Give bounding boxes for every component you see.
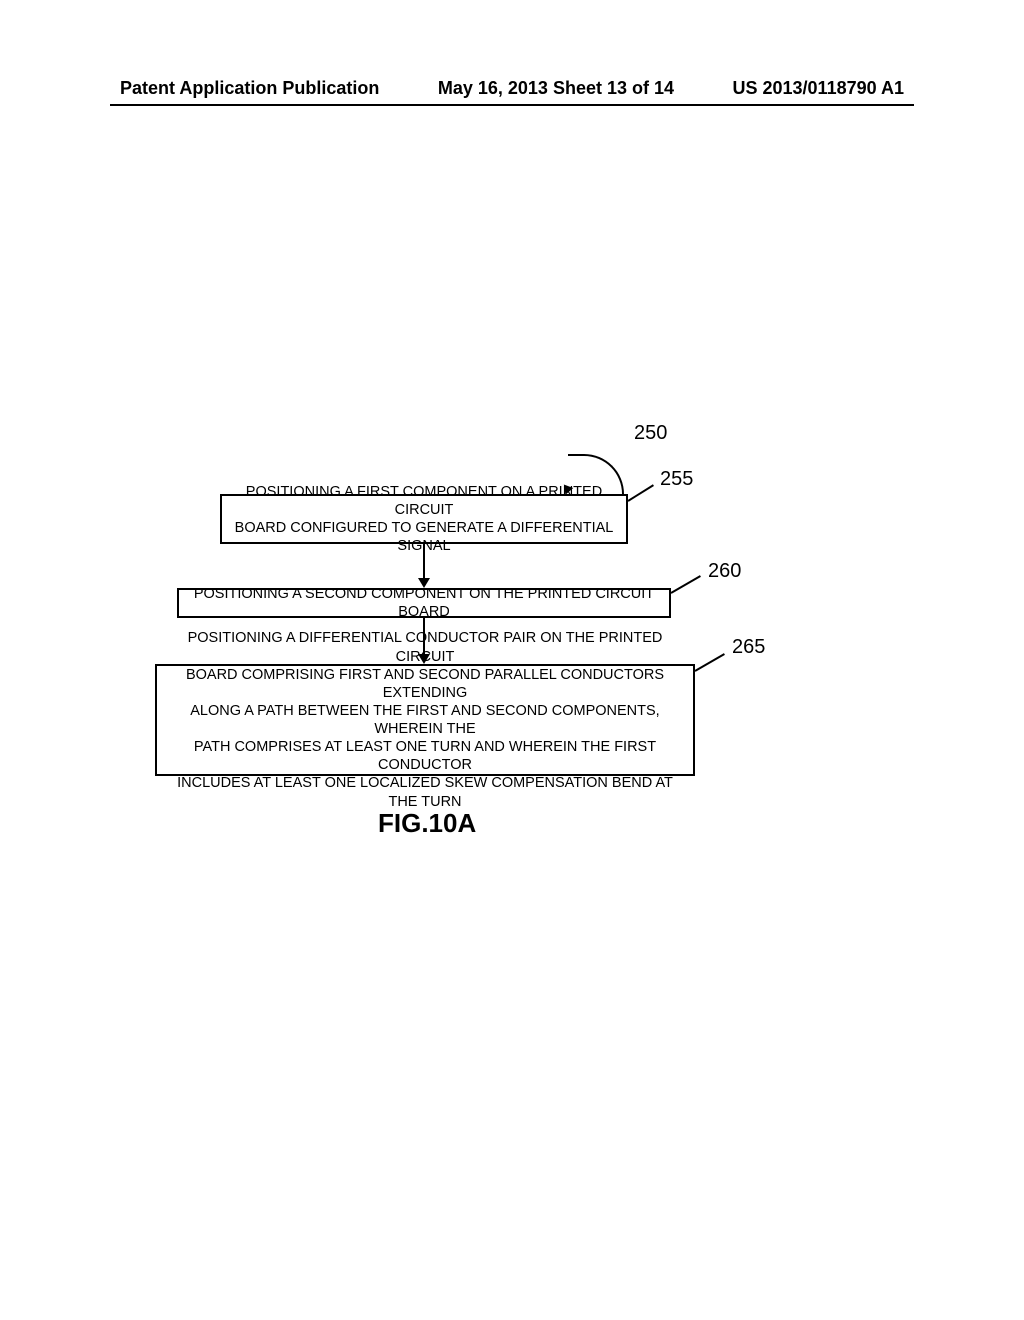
flow-box-260-line1: POSITIONING A SECOND COMPONENT ON THE PR… xyxy=(187,585,661,621)
header-divider xyxy=(110,104,914,106)
leader-260 xyxy=(671,575,701,594)
figure-caption: FIG.10A xyxy=(378,808,476,839)
ref-label-250: 250 xyxy=(634,422,667,445)
flow-box-265-line2: BOARD COMPRISING FIRST AND SECOND PARALL… xyxy=(165,666,685,702)
ref-label-255: 255 xyxy=(660,468,693,491)
flow-box-255-line1: POSITIONING A FIRST COMPONENT ON A PRINT… xyxy=(230,483,618,519)
leader-265 xyxy=(695,653,725,672)
flow-box-265: POSITIONING A DIFFERENTIAL CONDUCTOR PAI… xyxy=(155,664,695,776)
flow-box-255: POSITIONING A FIRST COMPONENT ON A PRINT… xyxy=(220,494,628,544)
arrow-255-260-stem xyxy=(423,544,425,580)
header-right: US 2013/0118790 A1 xyxy=(733,78,904,99)
header-mid: May 16, 2013 Sheet 13 of 14 xyxy=(438,78,674,99)
flow-box-265-line1: POSITIONING A DIFFERENTIAL CONDUCTOR PAI… xyxy=(165,629,685,665)
header-left: Patent Application Publication xyxy=(120,78,379,99)
flow-box-265-line3: ALONG A PATH BETWEEN THE FIRST AND SECON… xyxy=(165,702,685,738)
flow-box-265-line4: PATH COMPRISES AT LEAST ONE TURN AND WHE… xyxy=(165,738,685,774)
ref-label-265: 265 xyxy=(732,636,765,659)
flow-box-260: POSITIONING A SECOND COMPONENT ON THE PR… xyxy=(177,588,671,618)
page-header: Patent Application Publication May 16, 2… xyxy=(0,78,1024,99)
ref-label-260: 260 xyxy=(708,560,741,583)
leader-255 xyxy=(627,484,654,502)
page: Patent Application Publication May 16, 2… xyxy=(0,0,1024,1320)
flow-box-265-line5: INCLUDES AT LEAST ONE LOCALIZED SKEW COM… xyxy=(165,774,685,810)
